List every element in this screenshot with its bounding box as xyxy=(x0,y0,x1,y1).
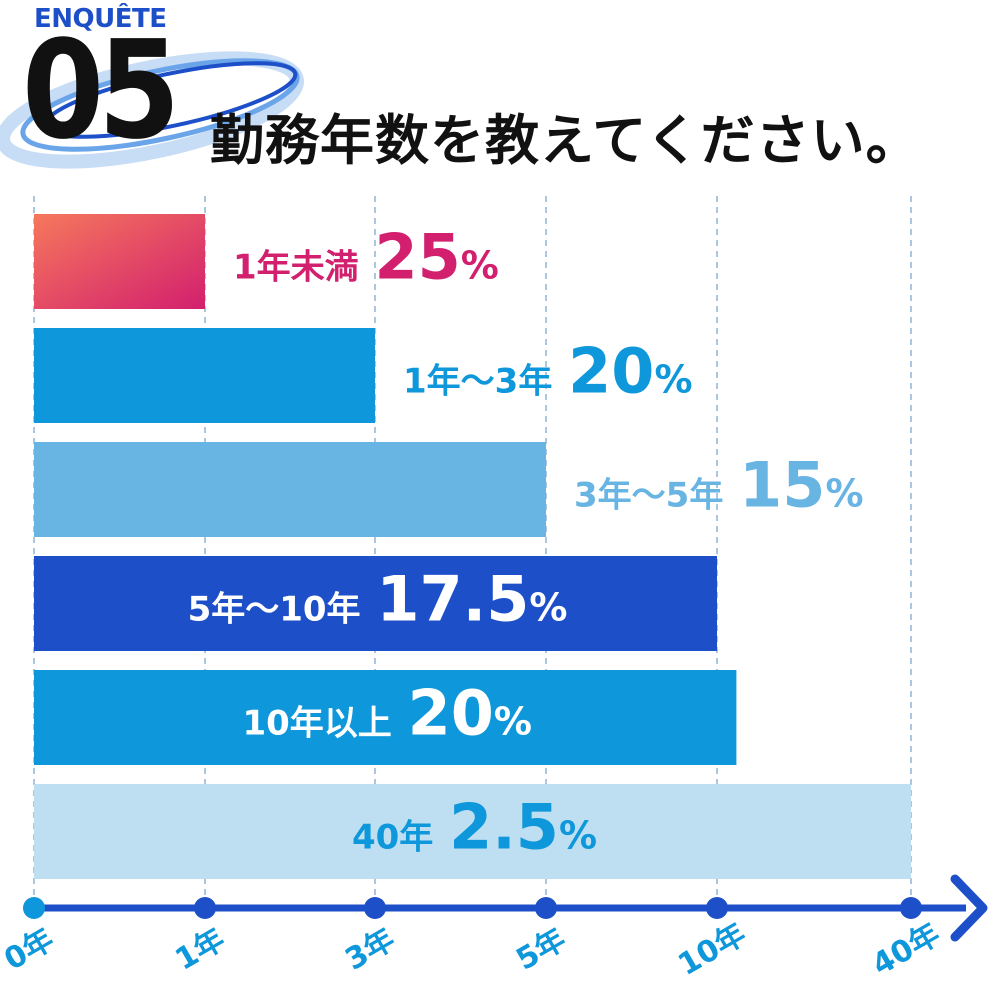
axis-dot-4 xyxy=(706,897,728,919)
category-label-5: 40年 xyxy=(352,818,445,858)
x-tick-label-5: 40年 xyxy=(866,917,946,983)
bar-label-0: 1年未満 25% xyxy=(233,221,499,294)
unit-label-2: % xyxy=(825,472,863,516)
value-label-1: 20 xyxy=(568,335,654,408)
unit-label-3: % xyxy=(529,586,567,630)
bar-4 xyxy=(34,670,737,765)
x-axis: 0年 1年 3年 5年 10年 40年 xyxy=(0,874,988,983)
bars: 1年未満 25%1年～3年 20%3年～5年 15%5年～10年 17.5%10… xyxy=(34,214,911,879)
bar-0 xyxy=(34,214,205,309)
unit-label-4: % xyxy=(494,700,532,744)
axis-dot-3 xyxy=(535,897,557,919)
x-tick-label-2: 3年 xyxy=(339,922,401,978)
x-tick-label-1: 1年 xyxy=(169,922,231,978)
value-label-5: 2.5 xyxy=(449,791,559,864)
axis-dot-2 xyxy=(364,897,386,919)
gridlines xyxy=(33,196,912,900)
value-label-2: 15 xyxy=(739,449,825,522)
category-label-3: 5年～10年 xyxy=(188,590,373,630)
bar-label-4: 10年以上 20% xyxy=(242,677,532,750)
category-label-0: 1年未満 xyxy=(233,248,371,288)
bar-5 xyxy=(34,784,911,879)
axis-dot-0 xyxy=(23,897,45,919)
bar-1 xyxy=(34,328,375,423)
unit-label-1: % xyxy=(654,358,692,402)
question-number: 05 xyxy=(22,10,180,170)
category-label-1: 1年～3年 xyxy=(403,362,564,402)
bar-label-5: 40年 2.5% xyxy=(352,791,597,864)
bar-label-3: 5年～10年 17.5% xyxy=(188,563,568,636)
question-title: 勤務年数を教えてください。 xyxy=(210,109,921,172)
enquete-tag: ENQUÊTE xyxy=(34,4,167,34)
bar-3 xyxy=(34,556,717,651)
value-label-0: 25 xyxy=(375,221,461,294)
category-label-2: 3年～5年 xyxy=(574,476,735,516)
bar-label-2: 3年～5年 15% xyxy=(574,449,864,522)
x-tick-label-0: 0年 xyxy=(0,922,60,978)
bar-label-1: 1年～3年 20% xyxy=(403,335,693,408)
value-label-4: 20 xyxy=(408,677,494,750)
value-label-3: 17.5 xyxy=(376,563,529,636)
x-tick-label-3: 5年 xyxy=(510,922,572,978)
axis-dot-5 xyxy=(900,897,922,919)
category-label-4: 10年以上 xyxy=(242,704,403,744)
bar-2 xyxy=(34,442,546,537)
unit-label-5: % xyxy=(559,814,597,858)
unit-label-0: % xyxy=(461,244,499,288)
header-ring-icon xyxy=(0,51,304,169)
x-tick-label-4: 10年 xyxy=(672,917,752,983)
axis-dot-1 xyxy=(194,897,216,919)
axis-arrow-icon xyxy=(950,874,988,942)
